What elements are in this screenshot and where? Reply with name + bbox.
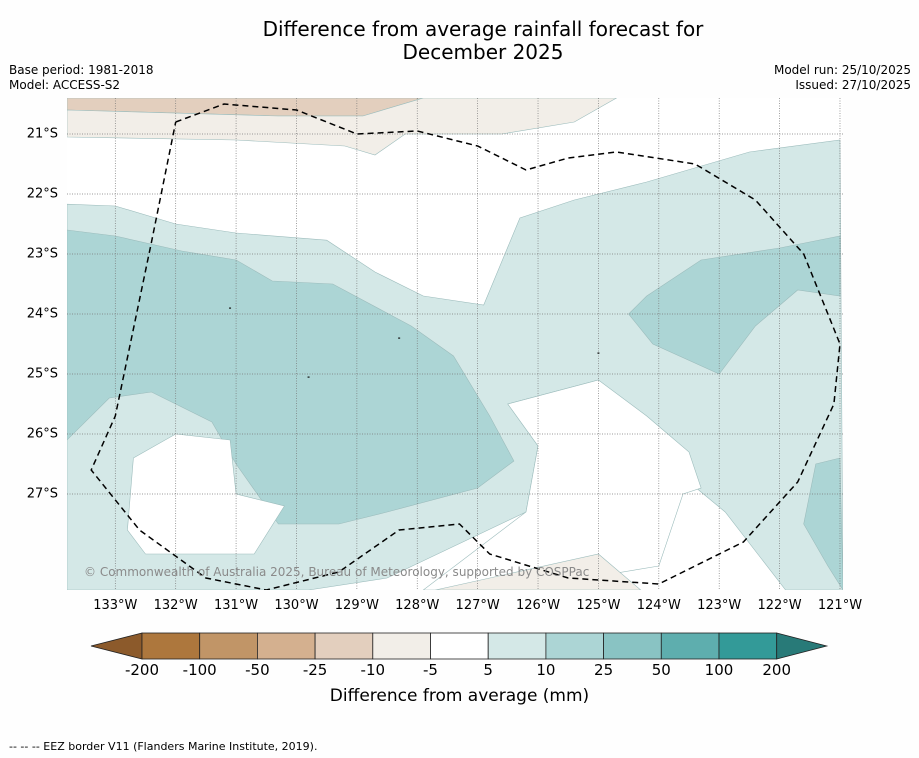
colorbar-tick-label: -5 <box>423 661 438 679</box>
contour-region-wet-10-25-southeast <box>803 457 843 590</box>
colorbar-label: Difference from average (mm) <box>329 686 590 706</box>
colorbar-tick-label: 25 <box>594 661 614 679</box>
longitude-tick-label: 128°W <box>395 598 440 613</box>
longitude-tick-label: 131°W <box>213 598 259 613</box>
longitude-tick-label: 129°W <box>334 598 379 613</box>
latitude-tick-label: 25°S <box>26 366 58 382</box>
colorbar-tick-label: 200 <box>762 661 792 679</box>
map-plot-area <box>67 98 843 590</box>
contour-region-wet-10-25-west <box>67 229 515 525</box>
colorbar-bin <box>603 632 662 660</box>
latitude-tick-label: 24°S <box>26 306 58 322</box>
colorbar <box>90 632 829 660</box>
model-run: Model run: 25/10/2025 <box>773 63 911 77</box>
colorbar-bin <box>660 632 720 660</box>
meta-right: Model run: 25/10/2025 Issued: 27/10/2025 <box>774 63 911 92</box>
latitude-tick-label: 21°S <box>26 126 58 142</box>
latitude-tick-label: 26°S <box>26 426 58 442</box>
longitude-tick-label: 124°W <box>636 598 681 613</box>
colorbar-tick-label: 100 <box>704 661 734 679</box>
colorbar-bin <box>430 632 489 660</box>
contour-region-slightly-dry-south <box>435 553 642 590</box>
longitude-tick-label: 130°W <box>274 598 319 613</box>
contour-region-white-pocket-south-central <box>422 379 702 590</box>
contour-region-slightly-dry-north <box>67 98 618 156</box>
longitude-tick-label: 132°W <box>153 598 198 613</box>
eez-footnote: -- -- -- EEZ border V11 (Flanders Marine… <box>9 740 318 753</box>
title-line-2: December 2025 <box>402 40 564 64</box>
colorbar-bin <box>256 632 316 660</box>
longitude-tick-label: 125°W <box>576 598 621 613</box>
colorbar-tick-label: -200 <box>124 661 160 679</box>
colorbar-bin <box>141 632 201 660</box>
latitude-tick-label: 22°S <box>26 186 58 202</box>
model-name: Model: ACCESS-S2 <box>9 77 121 92</box>
longitude-tick-label: 122°W <box>757 598 802 613</box>
colorbar-tick-label: -50 <box>245 661 270 679</box>
colorbar-bin <box>487 632 547 660</box>
issued-date: Issued: 27/10/2025 <box>795 77 911 92</box>
colorbar-tick-label: -10 <box>360 661 386 679</box>
island-markers <box>229 307 600 378</box>
contour-region-wet-10-25-east <box>628 235 841 375</box>
longitude-tick-label: 123°W <box>697 598 742 613</box>
colorbar-extend-min <box>90 632 143 660</box>
latitude-tick-label: 27°S <box>26 486 58 502</box>
base-period: Base period: 1981-2018 <box>9 63 154 77</box>
colorbar-bin <box>545 632 604 660</box>
island-marker <box>229 307 232 309</box>
colorbar-tick-label: 10 <box>536 661 556 679</box>
colorbar-tick-label: 50 <box>651 661 671 679</box>
colorbar-bin <box>372 632 431 660</box>
graticule <box>67 98 843 590</box>
longitude-tick-label: 121°W <box>817 598 863 613</box>
island-marker <box>398 337 401 339</box>
colorbar-bin <box>314 632 374 660</box>
map-svg <box>67 98 843 590</box>
island-marker <box>307 376 310 378</box>
meta-left: Base period: 1981-2018 Model: ACCESS-S2 <box>9 63 154 92</box>
contour-regions <box>67 98 843 590</box>
eez-border-line <box>90 103 841 590</box>
chart-title: Difference from average rainfall forecas… <box>0 18 919 64</box>
colorbar-bin <box>199 632 258 660</box>
colorbar-tick-label: -100 <box>182 661 217 679</box>
longitude-tick-label: 133°W <box>93 598 138 613</box>
contour-region-white-pocket-southwest <box>127 433 285 555</box>
colorbar-bin <box>718 632 778 660</box>
colorbar-extend-max <box>776 632 829 660</box>
title-line-1: Difference from average rainfall forecas… <box>262 17 704 41</box>
longitude-tick-label: 126°W <box>515 598 561 613</box>
copyright-notice: © Commonwealth of Australia 2025, Bureau… <box>84 565 590 579</box>
island-marker <box>597 352 600 354</box>
colorbar-tick-label: 5 <box>483 661 493 679</box>
latitude-tick-label: 23°S <box>26 246 58 262</box>
colorbar-tick-label: -25 <box>302 661 328 679</box>
longitude-tick-label: 127°W <box>455 598 500 613</box>
